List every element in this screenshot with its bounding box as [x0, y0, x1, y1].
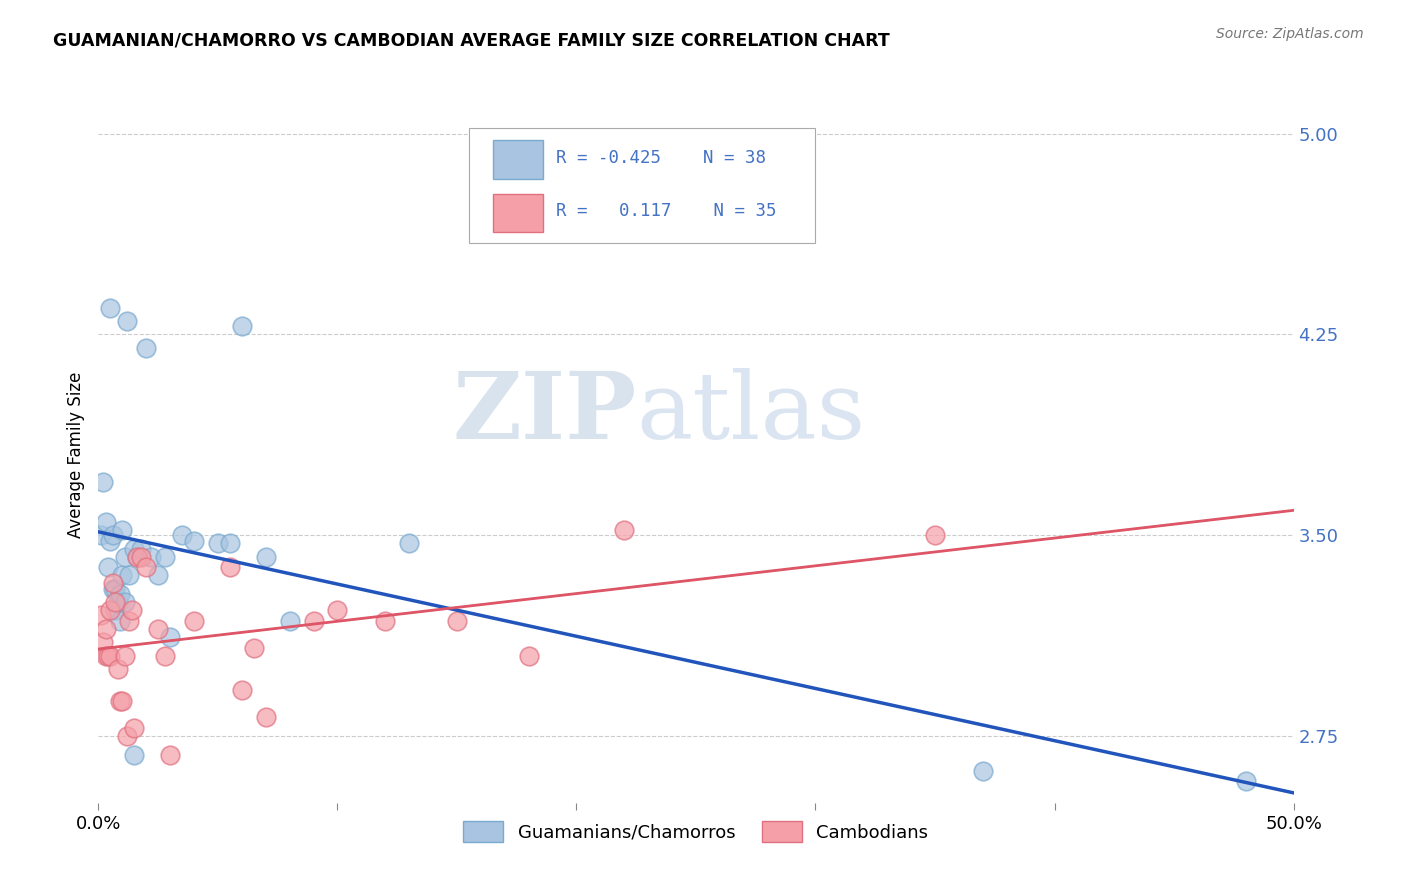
- Point: [231, 683, 253, 698]
- Point: [172, 528, 194, 542]
- Point: [125, 549, 148, 564]
- Point: [91, 635, 114, 649]
- Point: [104, 603, 127, 617]
- Point: [159, 747, 181, 762]
- Point: [111, 523, 134, 537]
- Point: [101, 582, 124, 596]
- Bar: [494, 194, 543, 232]
- Point: [91, 475, 114, 489]
- Point: [131, 549, 153, 564]
- Point: [183, 614, 205, 628]
- Point: [111, 568, 134, 582]
- Point: [98, 301, 122, 315]
- Point: [231, 319, 253, 334]
- Text: ZIP: ZIP: [451, 368, 637, 458]
- Point: [107, 595, 129, 609]
- Point: [972, 764, 994, 778]
- Point: [278, 614, 301, 628]
- Point: [148, 568, 170, 582]
- Point: [135, 341, 157, 355]
- Legend: Guamanians/Chamorros, Cambodians: Guamanians/Chamorros, Cambodians: [456, 814, 936, 849]
- Text: GUAMANIAN/CHAMORRO VS CAMBODIAN AVERAGE FAMILY SIZE CORRELATION CHART: GUAMANIAN/CHAMORRO VS CAMBODIAN AVERAGE …: [53, 31, 890, 49]
- Point: [254, 549, 277, 564]
- Point: [98, 603, 122, 617]
- Point: [101, 528, 124, 542]
- Point: [219, 536, 242, 550]
- Point: [446, 614, 468, 628]
- Point: [97, 648, 120, 663]
- Point: [613, 523, 636, 537]
- Point: [114, 648, 136, 663]
- Bar: [494, 140, 543, 178]
- Point: [398, 536, 420, 550]
- Text: atlas: atlas: [637, 368, 866, 458]
- Point: [97, 560, 120, 574]
- Point: [115, 729, 138, 743]
- Point: [374, 614, 396, 628]
- Y-axis label: Average Family Size: Average Family Size: [66, 372, 84, 538]
- Point: [107, 662, 129, 676]
- Point: [219, 560, 242, 574]
- Point: [243, 640, 266, 655]
- Point: [104, 582, 127, 596]
- Point: [90, 528, 112, 542]
- Point: [90, 608, 112, 623]
- Point: [135, 560, 157, 574]
- Point: [326, 603, 349, 617]
- Point: [924, 528, 946, 542]
- Point: [121, 603, 143, 617]
- Point: [1234, 774, 1257, 789]
- Text: Source: ZipAtlas.com: Source: ZipAtlas.com: [1216, 27, 1364, 41]
- Point: [111, 694, 134, 708]
- Point: [118, 568, 141, 582]
- Point: [183, 533, 205, 548]
- Point: [148, 622, 170, 636]
- Point: [94, 648, 117, 663]
- Point: [159, 630, 181, 644]
- Point: [94, 515, 117, 529]
- Point: [108, 587, 131, 601]
- Point: [302, 614, 325, 628]
- Point: [104, 595, 127, 609]
- Point: [124, 747, 146, 762]
- Point: [517, 648, 540, 663]
- Point: [98, 533, 122, 548]
- Point: [155, 549, 177, 564]
- Point: [94, 622, 117, 636]
- Point: [124, 721, 146, 735]
- Point: [101, 576, 124, 591]
- Text: R =   0.117    N = 35: R = 0.117 N = 35: [557, 202, 776, 220]
- Point: [207, 536, 229, 550]
- Point: [114, 595, 136, 609]
- Point: [98, 648, 122, 663]
- FancyBboxPatch shape: [470, 128, 815, 243]
- Text: R = -0.425    N = 38: R = -0.425 N = 38: [557, 149, 766, 167]
- Point: [139, 549, 162, 564]
- Point: [108, 614, 131, 628]
- Point: [115, 314, 138, 328]
- Point: [118, 614, 141, 628]
- Point: [254, 710, 277, 724]
- Point: [131, 541, 153, 556]
- Point: [125, 549, 148, 564]
- Point: [114, 549, 136, 564]
- Point: [124, 541, 146, 556]
- Point: [155, 648, 177, 663]
- Point: [108, 694, 131, 708]
